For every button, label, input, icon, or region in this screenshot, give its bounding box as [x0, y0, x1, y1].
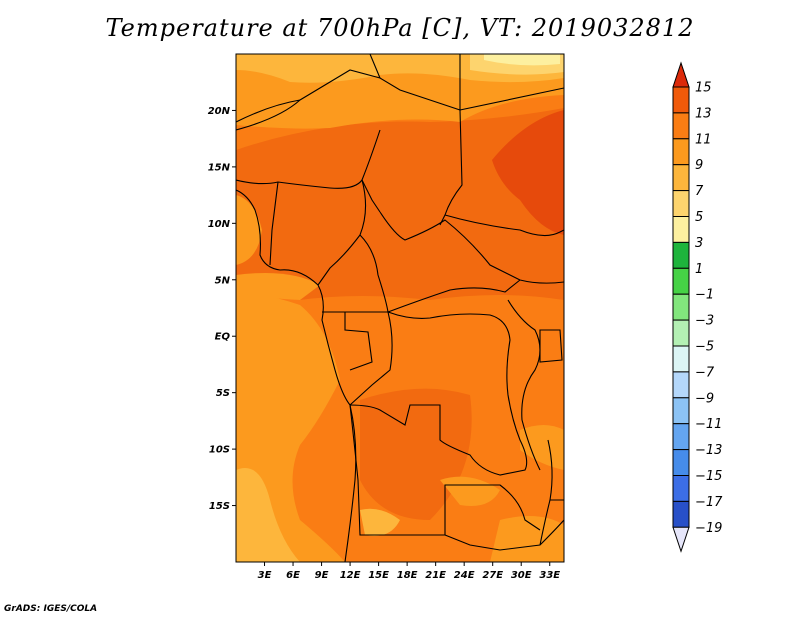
colorbar-label: −1 — [695, 288, 714, 303]
lon-tick-label: 9E — [315, 570, 329, 581]
colorbar-label: −13 — [695, 443, 722, 458]
colorbar-swatch — [672, 397, 690, 425]
colorbar-swatch — [672, 86, 690, 114]
axis-ticks: 20N 15N 10N 5N EQ 5S 10S 15S 3E 6E 9E 12E 15E 18E 21E 2… — [208, 106, 561, 581]
colorbar-bottom-arrow — [672, 526, 690, 553]
colorbar-swatch — [672, 475, 690, 502]
colorbar-swatch — [672, 216, 690, 243]
colorbar-label: 5 — [695, 210, 703, 225]
colorbar-swatch — [672, 371, 690, 399]
colorbar-swatch — [672, 164, 690, 192]
colorbar-swatch — [672, 267, 690, 295]
colorbar-label: 15 — [695, 81, 712, 96]
colorbar-label: −9 — [695, 391, 714, 406]
colorbar-top-arrow — [672, 61, 690, 88]
colorbar-swatch — [672, 449, 690, 477]
colorbar-label: −15 — [695, 469, 722, 484]
colorbar-label: 7 — [695, 184, 704, 199]
lon-tick-label: 30E — [511, 570, 532, 581]
colorbar-label: −17 — [695, 495, 723, 510]
colorbar-label: −19 — [695, 521, 722, 536]
colorbar-swatch — [672, 293, 690, 321]
lon-tick-label: 18E — [397, 570, 418, 581]
lat-tick-label: EQ — [215, 332, 231, 343]
colorbar-label: 1 — [695, 262, 703, 277]
colorbar-swatch — [672, 112, 690, 140]
colorbar-label: −5 — [695, 340, 714, 355]
colorbar-label: −7 — [695, 365, 715, 380]
colorbar-swatch — [672, 423, 690, 451]
lat-tick-label: 15S — [209, 501, 230, 512]
colorbar-swatch — [672, 241, 690, 269]
colorbar-label: −11 — [695, 417, 722, 432]
colorbar-label: 11 — [695, 132, 712, 147]
lon-tick-label: 6E — [286, 570, 300, 581]
lon-tick-label: 12E — [340, 570, 361, 581]
map-frame — [235, 53, 565, 563]
country-borders — [236, 54, 564, 562]
colorbar: 15 13 11 9 7 5 3 1 −1 −3 −5 −7 −9 −11 −13 −15 −17 −19 — [672, 61, 723, 553]
colorbar-swatch — [672, 345, 690, 373]
colorbar-label: 9 — [695, 158, 703, 173]
colorbar-label: 13 — [695, 106, 712, 121]
page-title: Temperature at 700hPa [C], VT: 201903281… — [105, 14, 695, 42]
colorbar-swatch — [672, 138, 690, 166]
lon-tick-label: 3E — [258, 570, 272, 581]
lat-tick-label: 5N — [215, 275, 231, 286]
colorbar-swatch — [672, 500, 690, 528]
colorbar-label: 3 — [695, 236, 703, 251]
lat-tick-label: 10S — [209, 445, 230, 456]
lon-tick-label: 24E — [454, 570, 475, 581]
lat-tick-label: 10N — [208, 219, 231, 230]
colorbar-swatch — [672, 190, 690, 218]
lat-tick-label: 15N — [208, 162, 231, 173]
lon-tick-label: 33E — [539, 570, 560, 581]
lon-tick-label: 27E — [482, 570, 503, 581]
lat-tick-label: 5S — [216, 388, 230, 399]
lon-tick-label: 21E — [425, 570, 446, 581]
lat-tick-label: 20N — [208, 106, 231, 117]
colorbar-label: −3 — [695, 314, 714, 329]
footer-credit: GrADS: IGES/COLA — [4, 604, 98, 614]
lon-tick-label: 15E — [368, 570, 389, 581]
colorbar-swatch — [672, 319, 690, 347]
